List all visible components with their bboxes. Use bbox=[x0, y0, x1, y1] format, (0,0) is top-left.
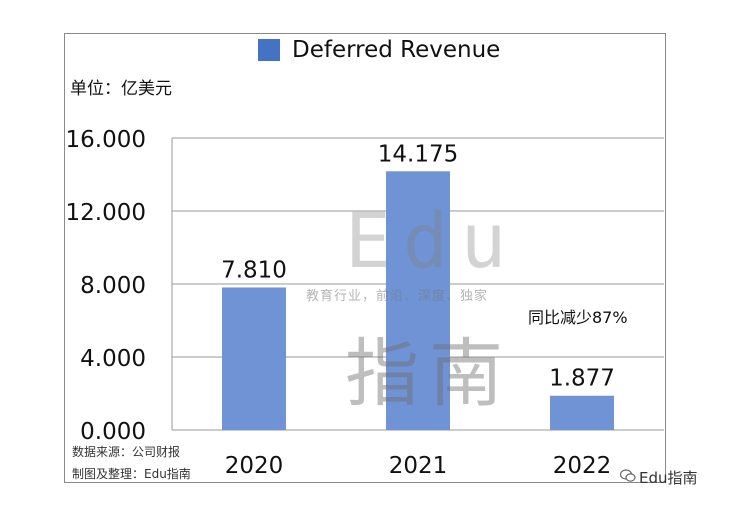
watermark-slogan: 教育行业，前沿、深度、独家 bbox=[306, 289, 489, 304]
y-tick-label: 8.000 bbox=[80, 273, 146, 299]
legend-swatch bbox=[258, 39, 280, 61]
unit-label: 单位：亿美元 bbox=[70, 79, 172, 99]
bar bbox=[550, 395, 614, 430]
y-tick-label: 4.000 bbox=[80, 346, 146, 372]
source-line-2: 制图及整理：Edu指南 bbox=[72, 467, 191, 481]
y-tick-label: 0.000 bbox=[80, 419, 146, 445]
source-line-1: 数据来源：公司财报 bbox=[72, 445, 181, 459]
chart-frame bbox=[64, 33, 666, 483]
change-annotation: 同比减少87% bbox=[528, 308, 628, 327]
x-tick-label: 2021 bbox=[389, 453, 448, 479]
y-tick-label: 16.000 bbox=[66, 127, 146, 153]
brand-label: Edu指南 bbox=[639, 469, 698, 487]
x-tick-label: 2022 bbox=[553, 453, 612, 479]
brand-badge: Edu指南 bbox=[619, 467, 698, 488]
wechat-icon bbox=[619, 468, 636, 487]
data-label: 7.810 bbox=[221, 257, 287, 283]
watermark-chinese: 指南 bbox=[345, 331, 513, 417]
x-tick-label: 2020 bbox=[225, 453, 284, 479]
data-label: 14.175 bbox=[378, 141, 458, 167]
legend: Deferred Revenue bbox=[258, 37, 500, 63]
bar bbox=[222, 287, 286, 430]
bar bbox=[386, 171, 450, 430]
y-tick-label: 12.000 bbox=[66, 200, 146, 226]
watermark-latin: Edu bbox=[345, 196, 519, 285]
data-label: 1.877 bbox=[549, 366, 615, 392]
legend-label: Deferred Revenue bbox=[292, 37, 501, 63]
